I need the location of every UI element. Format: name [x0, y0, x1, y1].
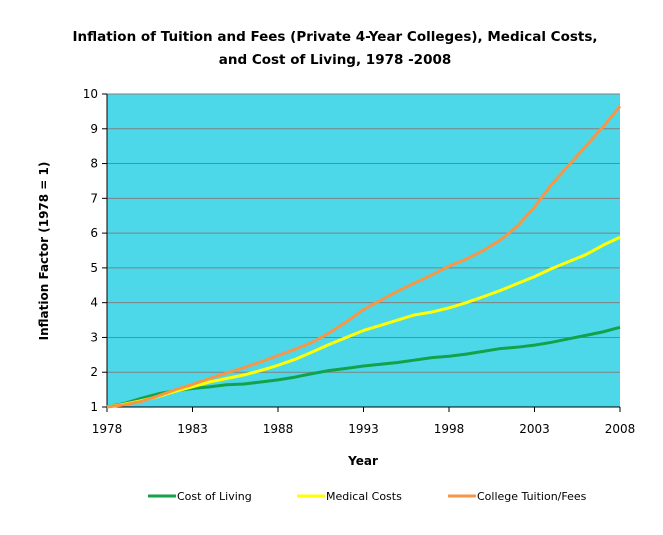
y-tick-label: 6	[90, 226, 98, 240]
x-axis-label: Year	[347, 454, 378, 468]
y-tick-label: 8	[90, 157, 98, 171]
x-tick-label: 2003	[519, 422, 550, 436]
y-tick-label: 9	[90, 122, 98, 136]
x-tick-label: 1988	[263, 422, 294, 436]
x-tick-label: 1998	[434, 422, 465, 436]
chart-title-line2: and Cost of Living, 1978 -2008	[219, 52, 452, 68]
legend-label: Medical Costs	[326, 490, 402, 503]
x-tick-label: 1978	[92, 422, 123, 436]
legend-label: College Tuition/Fees	[477, 490, 587, 503]
x-tick-label: 2008	[605, 422, 636, 436]
series-line-2	[106, 105, 622, 409]
series-line-0	[106, 325, 621, 409]
legend-label: Cost of Living	[177, 490, 252, 503]
y-tick-label: 3	[90, 330, 98, 344]
chart-title: Inflation of Tuition and Fees (Private 4…	[72, 29, 597, 45]
y-tick-label: 4	[90, 296, 98, 310]
y-tick-label: 7	[90, 191, 98, 205]
y-axis-label: Inflation Factor (1978 = 1)	[37, 162, 51, 341]
y-tick-label: 2	[90, 365, 98, 379]
plot-area	[107, 94, 620, 407]
y-tick-label: 5	[90, 261, 98, 275]
y-tick-label: 10	[83, 87, 98, 101]
x-tick-label: 1993	[348, 422, 379, 436]
y-tick-label: 1	[90, 400, 98, 414]
x-tick-label: 1983	[177, 422, 208, 436]
series-line-1	[106, 235, 621, 409]
